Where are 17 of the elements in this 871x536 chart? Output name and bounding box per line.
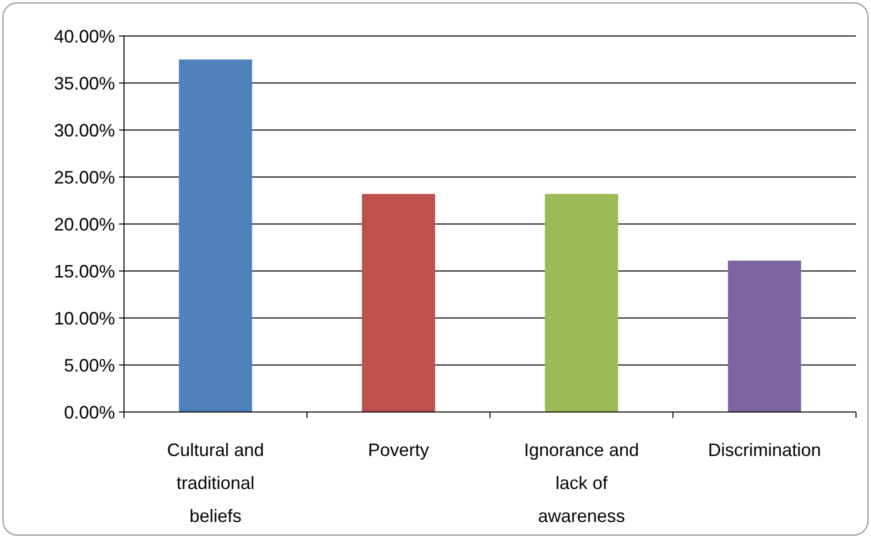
y-tick-label: 15.00% xyxy=(54,261,115,282)
bar xyxy=(178,60,252,412)
bar xyxy=(728,260,802,412)
x-tick-label: Ignorance and lack of awareness xyxy=(524,440,640,526)
y-tick-label: 0.00% xyxy=(64,402,115,422)
y-tick-label: 5.00% xyxy=(64,355,115,376)
y-tick-label: 35.00% xyxy=(54,73,115,94)
x-tick-label: Cultural and traditional beliefs xyxy=(166,440,264,526)
y-tick-label: 40.00% xyxy=(54,26,115,46)
x-tick-label: Poverty xyxy=(368,440,430,460)
y-tick-label: 30.00% xyxy=(54,120,115,140)
bar xyxy=(544,194,618,412)
bar xyxy=(362,194,436,412)
x-tick-label: Discrimination xyxy=(708,440,822,460)
y-tick-label: 25.00% xyxy=(54,167,115,188)
y-tick-label: 10.00% xyxy=(54,308,115,328)
y-tick-label: 20.00% xyxy=(54,214,115,234)
